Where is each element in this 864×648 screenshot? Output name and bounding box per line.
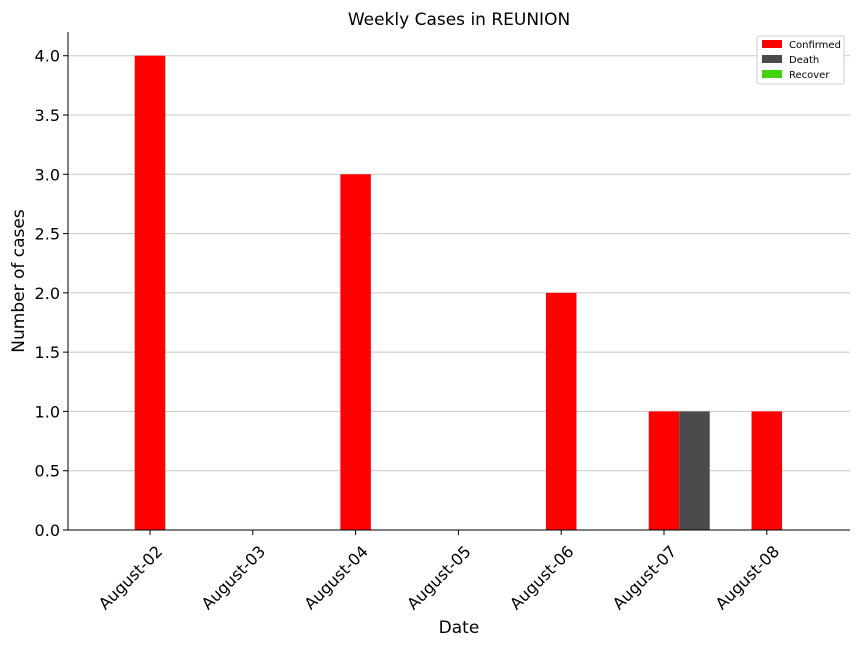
y-tick-label: 1.0	[35, 402, 60, 421]
x-tick-label: August-08	[712, 542, 784, 614]
x-tick-label: August-05	[403, 542, 475, 614]
x-tick-label: August-04	[300, 542, 372, 614]
bar-death	[679, 411, 710, 530]
legend-label: Recover	[789, 70, 830, 81]
bar-confirmed	[134, 55, 166, 530]
y-tick-label: 3.0	[35, 165, 60, 184]
legend-swatch-recover	[762, 70, 782, 78]
x-tick-label: August-07	[609, 542, 681, 614]
x-tick-label: August-02	[95, 542, 167, 614]
x-axis-label: Date	[439, 618, 480, 638]
chart-title: Weekly Cases in REUNION	[348, 10, 570, 30]
x-tick-label: August-03	[198, 542, 270, 614]
y-tick-label: 4.0	[35, 47, 60, 66]
legend-items: Confirmed Death Recover	[762, 40, 841, 81]
y-axis-label: Number of cases	[9, 209, 29, 353]
y-ticks: 0.0 0.5 1.0 1.5 2.0 2.5 3.0 3.5 4.0	[35, 47, 68, 540]
gridlines	[68, 55, 850, 472]
bar-confirmed	[340, 174, 371, 531]
bars	[134, 55, 783, 531]
y-tick-label: 2.0	[35, 284, 60, 303]
axes	[67, 32, 850, 531]
bar-confirmed	[751, 411, 783, 530]
legend-swatch-confirmed	[762, 40, 782, 48]
y-tick-label: 1.5	[35, 343, 60, 362]
bar-confirmed	[545, 292, 577, 530]
legend-swatch-death	[762, 55, 782, 63]
legend-label: Confirmed	[789, 40, 841, 51]
y-tick-label: 3.5	[35, 106, 60, 125]
x-tick-label: August-06	[506, 542, 578, 614]
y-tick-label: 2.5	[35, 225, 60, 244]
y-tick-label: 0.0	[35, 521, 60, 540]
y-tick-label: 0.5	[35, 462, 60, 481]
x-ticks: August-02 August-03 August-04 August-05 Augu…	[95, 530, 783, 613]
legend-label: Death	[789, 55, 819, 66]
legend: Confirmed Death Recover	[756, 35, 845, 85]
bar-confirmed	[648, 411, 680, 530]
